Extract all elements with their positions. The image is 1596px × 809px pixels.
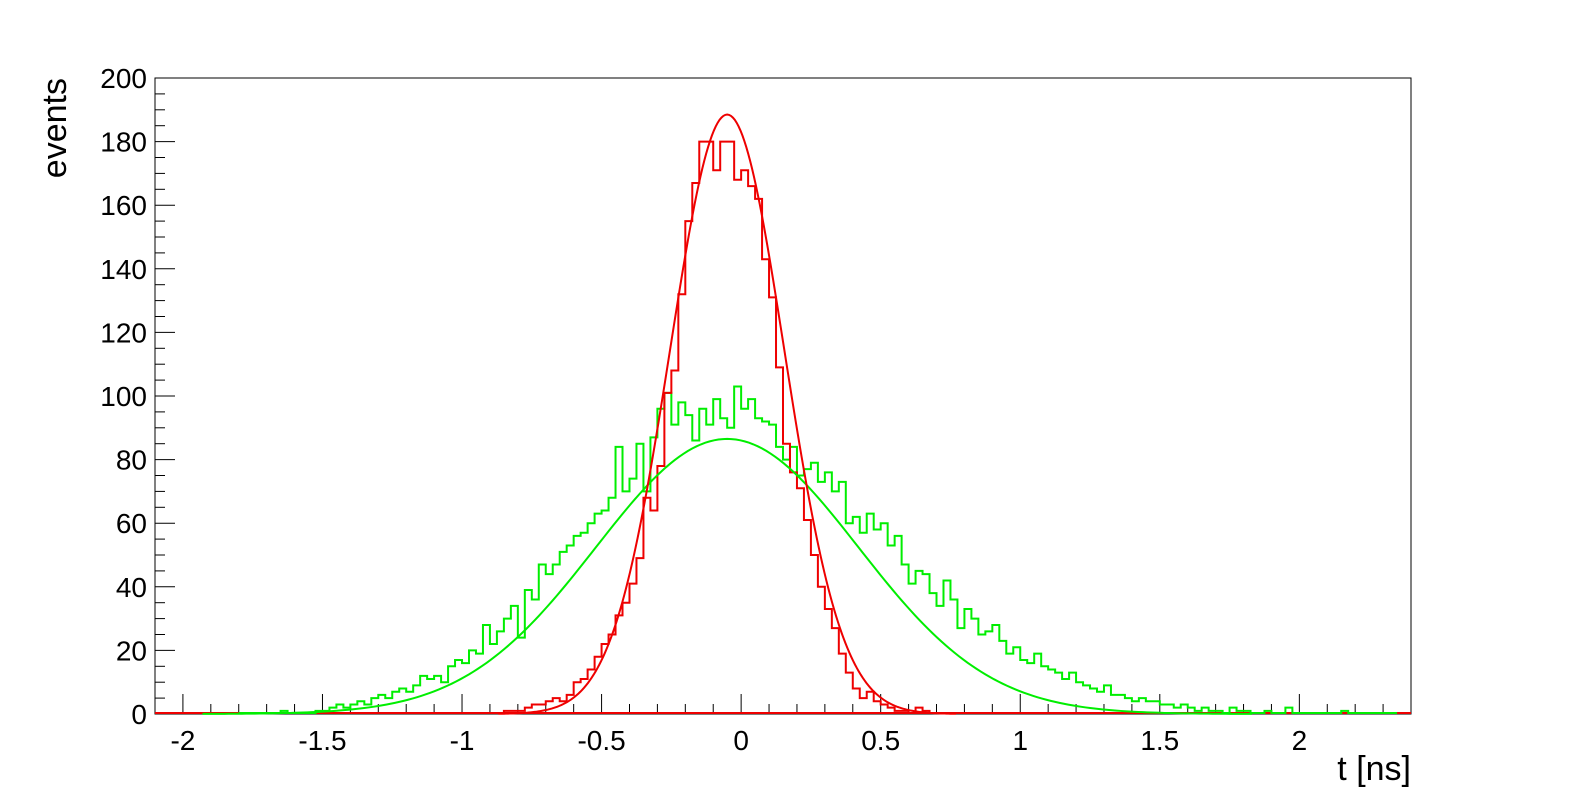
y-tick-label: 20 [116, 635, 147, 666]
x-tick-label: 2 [1292, 725, 1308, 756]
x-tick-label: 1 [1012, 725, 1028, 756]
y-tick-label: 60 [116, 508, 147, 539]
fit-curve-2 [498, 113, 957, 715]
histogram-series-1 [238, 385, 1398, 714]
fit-curve-1 [202, 437, 1252, 715]
y-tick-label: 180 [100, 127, 147, 158]
series-layer [155, 113, 1411, 715]
histogram-series-2 [475, 140, 965, 714]
x-axis-title: t [ns] [1337, 750, 1411, 788]
y-tick-label: 0 [131, 699, 147, 730]
y-axis-title: events [36, 78, 74, 178]
y-tick-labels: 0 20 40 60 80 100 120 140 160 180 200 [100, 63, 147, 730]
x-tick-label: -1 [450, 725, 475, 756]
x-tick-label: -1.5 [298, 725, 346, 756]
x-tick-labels: -2 -1.5 -1 -0.5 0 0.5 1 1.5 2 [170, 725, 1307, 756]
y-tick-label: 160 [100, 190, 147, 221]
y-tick-label: 200 [100, 63, 147, 94]
y-tick-label: 80 [116, 445, 147, 476]
y-tick-label: 100 [100, 381, 147, 412]
x-tick-label: 1.5 [1140, 725, 1179, 756]
x-tick-label: 0 [733, 725, 749, 756]
y-tick-label: 40 [116, 572, 147, 603]
x-tick-label: -2 [170, 725, 195, 756]
y-tick-label: 120 [100, 317, 147, 348]
x-tick-label: 0.5 [861, 725, 900, 756]
x-tick-label: -0.5 [577, 725, 625, 756]
y-tick-label: 140 [100, 254, 147, 285]
